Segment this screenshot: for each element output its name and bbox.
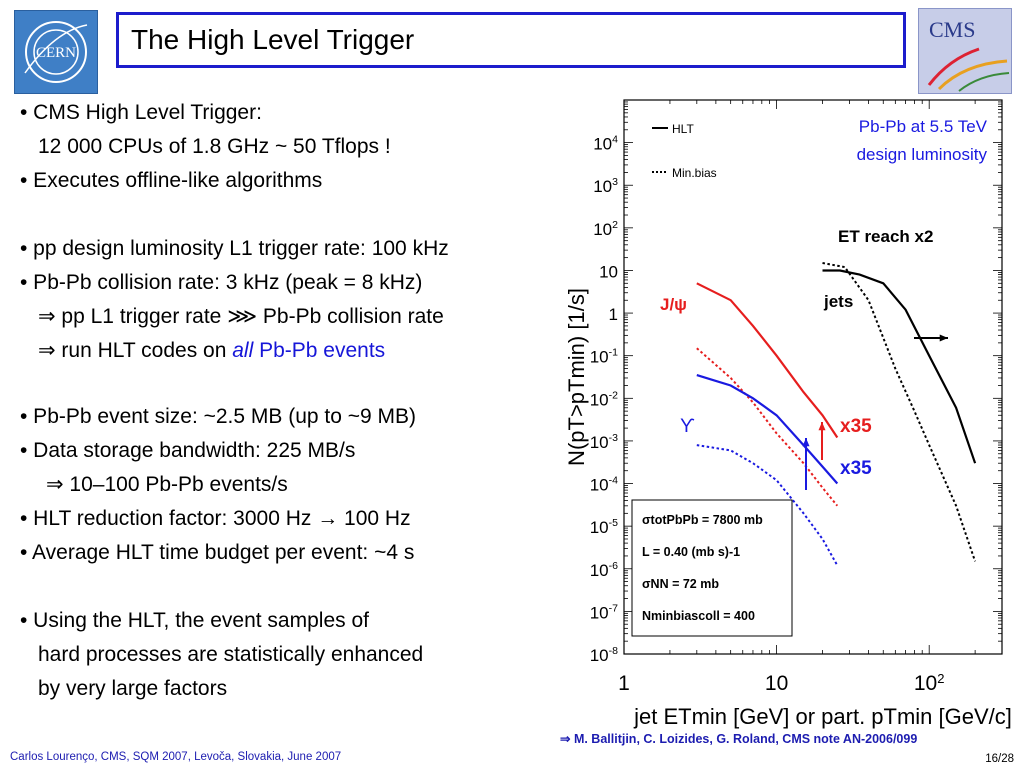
bullet-line: • HLT reduction factor: 3000 Hz → 100 Hz [20,507,411,530]
y-tick-label: 10-8 [590,645,618,665]
bullet-line: ⇒ run HLT codes on all Pb-Pb events [38,339,386,362]
bullet-line: • Average HLT time budget per event: ~4 … [20,541,415,564]
legend-label: HLT [672,122,694,136]
annotation-text: x35 [840,458,872,479]
y-tick-label: 10-6 [590,560,618,580]
cern-logo-text: CERN [36,45,76,61]
y-tick-label: 10-4 [590,475,618,495]
series-line [696,282,839,439]
bullet-line: • Executes offline-like algorithms [20,169,323,192]
info-box-text: Nminbiascoll = 400 [642,609,755,623]
cern-logo-graphic: CERN [24,21,88,83]
bullet-line: • CMS High Level Trigger: [20,101,262,124]
annotation-text: ET reach x2 [838,227,933,246]
cms-logo-text: CMS [929,17,976,42]
y-tick-label: 103 [593,176,618,196]
bullet-line: by very large factors [38,677,228,700]
bullet-line: • pp design luminosity L1 trigger rate: … [20,237,449,260]
bullet-line: • Pb-Pb collision rate: 3 kHz (peak = 8 … [20,271,423,294]
x-axis-label: jet ETmin [GeV] or part. pTmin [GeV/c] [633,704,1012,729]
bullet-line: ⇒ 10–100 Pb-Pb events/s [46,473,288,496]
page-number: 16/28 [985,753,1014,765]
y-tick-label: 1 [609,305,618,324]
y-tick-label: 10 [599,262,618,281]
y-tick-label: 104 [593,134,618,154]
bullet-line: ⇒ pp L1 trigger rate ⋙ Pb-Pb collision r… [38,305,444,328]
bullet-line: 12 000 CPUs of 1.8 GHz ~ 50 Tflops ! [38,135,391,158]
annotation-text: ϒ [680,416,695,437]
annotation-text: design luminosity [857,145,988,164]
y-tick-label: 10-1 [590,347,618,367]
enhancement-arrow-blue-head [802,438,810,447]
annotation-text: x35 [840,416,872,437]
title-box: The High Level Trigger [116,12,906,68]
y-tick-label: 10-2 [590,389,618,409]
y-tick-label: 10-5 [590,517,618,537]
y-tick-label: 102 [593,219,618,239]
series-line [822,269,977,464]
bullet-line: hard processes are statistically enhance… [38,643,424,666]
y-tick-label: 10-7 [590,602,618,622]
annotation-text: jets [823,292,853,311]
reference-note: ⇒ M. Ballitjin, C. Loizides, G. Roland, … [560,732,918,746]
footer-credit: Carlos Lourenço, CMS, SQM 2007, Levoča, … [10,751,342,763]
cms-logo: CMS [918,8,1012,94]
et-reach-arrow-head [939,334,948,342]
y-tick-label: 10-3 [590,432,618,452]
cms-logo-graphic [927,47,1010,92]
bullet-line: • Pb-Pb event size: ~2.5 MB (up to ~9 MB… [20,405,417,428]
series-line [696,347,839,507]
series-line [696,374,839,485]
x-tick-label: 1 [618,672,630,695]
info-box-text: L = 0.40 (mb s)-1 [642,545,740,559]
bullet-line: • Data storage bandwidth: 225 MB/s [20,439,356,462]
annotation-text: Pb-Pb at 5.5 TeV [859,117,988,136]
cern-logo: CERN [14,10,98,94]
slide-title: The High Level Trigger [131,24,415,55]
enhancement-arrow-red-head [818,422,826,431]
y-axis-label: N(pT>pTmin) [1/s] [564,288,589,466]
legend-label: Min.bias [672,166,717,180]
x-tick-label: 102 [914,671,945,695]
trigger-rate-chart: 10410310210110-110-210-310-410-510-610-7… [564,99,1012,729]
series-line [822,262,977,562]
info-box-text: σNN = 72 mb [642,577,719,591]
bullet-line: • Using the HLT, the event samples of [20,609,369,632]
annotation-text: J/ψ [660,295,687,314]
info-box-text: σtotPbPb = 7800 mb [642,513,763,527]
info-box [631,499,793,637]
x-tick-label: 10 [765,672,788,695]
